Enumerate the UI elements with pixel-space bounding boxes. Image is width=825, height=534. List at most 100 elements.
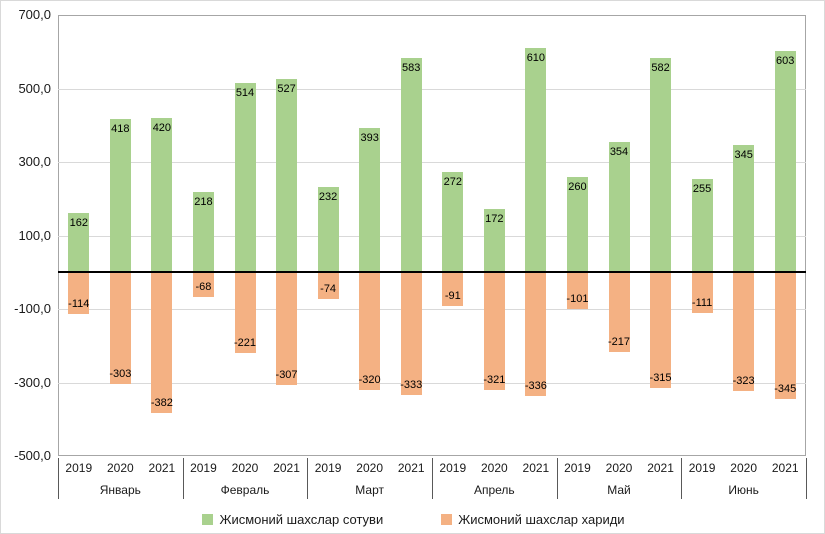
x-axis-group-divider	[806, 458, 807, 499]
x-axis-year-label: 2020	[605, 461, 633, 475]
bar-value-label: 582	[651, 62, 670, 75]
bar-value-label: -345	[774, 383, 797, 396]
bar-value-label: 272	[443, 176, 462, 189]
bar-purchases	[650, 272, 672, 388]
bar-value-label: -336	[524, 379, 547, 392]
bar-value-label: 218	[194, 196, 213, 209]
x-axis-month-label: Май	[607, 483, 631, 497]
x-axis-year-label: 2021	[771, 461, 799, 475]
x-axis-year-label: 2019	[314, 461, 342, 475]
bar-value-label: -74	[320, 283, 337, 296]
bar-purchases	[774, 272, 796, 400]
bar-purchases	[483, 272, 505, 391]
y-axis-tick-label: 100,0	[18, 227, 51, 243]
x-axis-year-label: 2019	[688, 461, 716, 475]
bar-value-label: -101	[566, 293, 589, 306]
bar-purchases	[109, 272, 131, 384]
zero-axis-line	[58, 271, 806, 274]
y-axis-tick-label: 300,0	[18, 154, 51, 169]
bar-sales	[774, 50, 796, 273]
x-axis-year-label: 2021	[148, 461, 176, 475]
bar-purchases	[400, 272, 422, 395]
bar-purchases	[317, 272, 339, 300]
legend-label-sales: Жисмоний шахслар сотуви	[219, 511, 384, 527]
x-axis-group-divider	[432, 458, 433, 499]
gridline	[58, 235, 806, 237]
x-axis-group-divider	[58, 458, 59, 499]
bar-sales	[608, 142, 630, 273]
gridline	[58, 162, 806, 163]
bar-value-label: -221	[233, 337, 257, 350]
bar-value-label: 514	[235, 87, 255, 100]
bar-sales	[691, 178, 713, 273]
bar-value-label: -217	[607, 335, 631, 348]
x-axis-year-label: 2020	[231, 461, 259, 475]
bar-sales	[68, 212, 90, 273]
bar-value-label: -333	[400, 378, 423, 391]
y-axis-tick-label: -300,0	[14, 374, 51, 390]
bar-value-label: 345	[734, 149, 753, 162]
bar-purchases	[192, 272, 214, 298]
bar-value-label: -382	[150, 396, 173, 409]
legend-item-sales: Жисмоний шахслар сотуви	[202, 512, 383, 527]
x-axis-year-label: 2020	[106, 461, 134, 475]
x-axis-group-divider	[307, 458, 309, 499]
bar-purchases	[608, 272, 630, 352]
bar-purchases	[691, 272, 713, 314]
x-axis-year-label: 2019	[564, 461, 591, 475]
bar-value-label: 418	[111, 122, 130, 135]
bar-value-label: -320	[358, 373, 381, 386]
y-axis-tick-label: 700,0	[18, 7, 51, 22]
gridline	[58, 309, 806, 310]
bar-sales	[525, 48, 547, 273]
bar-value-label: 255	[692, 182, 712, 195]
x-axis-month-label: Январь	[99, 483, 141, 497]
x-axis-group-divider	[182, 458, 184, 499]
bar-value-label: -68	[195, 281, 212, 294]
bar-sales	[483, 209, 505, 273]
y-axis-tick-label: -500,0	[14, 448, 51, 463]
y-axis-tick-label: -100,0	[14, 301, 51, 316]
bar-value-label: 393	[360, 131, 379, 144]
bar-value-label: -303	[109, 367, 132, 380]
bar-purchases	[442, 272, 464, 306]
bar-purchases	[151, 272, 173, 413]
bar-value-label: 420	[152, 121, 172, 134]
bar-purchases	[234, 272, 256, 354]
gridline	[58, 88, 806, 90]
bar-value-label: -307	[275, 369, 298, 382]
x-axis-year-label: 2021	[273, 461, 300, 475]
x-axis-month-label: Июнь	[728, 483, 759, 497]
x-axis-month-label: Март	[355, 483, 385, 497]
bar-sales	[566, 176, 588, 273]
x-axis-month-label: Апрель	[473, 483, 515, 497]
bar-sales	[234, 83, 256, 273]
bar-purchases	[566, 272, 588, 310]
x-axis-year-label: 2020	[480, 461, 508, 475]
bar-sales	[192, 192, 214, 273]
legend: Жисмоний шахслар сотуви Жисмоний шахслар…	[1, 507, 824, 531]
x-axis-group-divider	[556, 458, 558, 499]
x-axis-month-label: Февраль	[220, 483, 270, 497]
bar-purchases	[68, 272, 90, 315]
bar-sales	[442, 172, 464, 273]
bar-value-label: 603	[776, 54, 795, 67]
x-axis-group-divider	[681, 458, 683, 499]
x-axis-year-label: 2020	[356, 461, 383, 475]
bar-sales	[317, 186, 339, 273]
bar-value-label: 583	[402, 61, 421, 74]
x-axis-year-label: 2021	[522, 461, 550, 475]
bar-value-label: 162	[69, 216, 88, 229]
y-axis-tick-label: 500,0	[18, 80, 51, 96]
x-axis-year-label: 2019	[190, 461, 217, 475]
x-axis-year-label: 2020	[730, 461, 757, 475]
x-axis-year-label: 2019	[65, 461, 93, 475]
bar-value-label: 260	[568, 180, 587, 193]
bar-value-label: 232	[318, 190, 338, 203]
bar-sales	[359, 127, 381, 273]
bar-sales	[400, 57, 422, 273]
x-axis-year-label: 2019	[439, 461, 467, 475]
bar-sales	[276, 78, 298, 273]
bar-purchases	[525, 272, 547, 396]
